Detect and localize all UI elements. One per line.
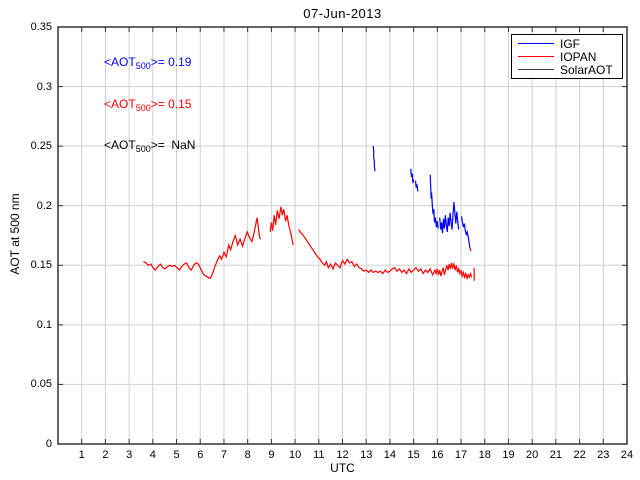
chart-title: 07-Jun-2013 <box>303 6 382 21</box>
mean-annotation-igf: <AOT500>= 0.19 <box>104 55 191 71</box>
legend-item-solaraot: SolarAOT <box>518 63 618 76</box>
x-tick-label: 6 <box>197 449 204 461</box>
x-tick-label: 4 <box>149 449 156 461</box>
x-tick-label: 21 <box>549 449 562 461</box>
legend-item-iopan: IOPAN <box>518 50 618 63</box>
series-line-igf <box>414 180 419 192</box>
mean-annotation-solaraot: <AOT500>= NaN <box>104 138 195 154</box>
legend-line-sample-solaraot <box>518 69 554 70</box>
annotation-value: >= 0.19 <box>150 55 192 69</box>
x-tick-label: 9 <box>268 449 275 461</box>
series-line-iopan <box>469 248 472 252</box>
legend: IGF IOPAN SolarAOT <box>511 34 623 79</box>
x-tick-label: 19 <box>502 449 515 461</box>
y-tick-label: 0.05 <box>30 378 52 391</box>
mean-annotation-iopan: <AOT500>= 0.15 <box>104 97 191 113</box>
x-tick-label: 17 <box>454 449 468 461</box>
series-line-iopan <box>298 229 473 281</box>
series-line-igf <box>429 174 439 229</box>
series-line-iopan <box>143 217 262 280</box>
y-tick-label: 0.2 <box>36 199 52 212</box>
annotation-text: <AOT <box>104 55 136 69</box>
x-tick-label: 15 <box>407 449 420 461</box>
x-tick-label: 10 <box>288 449 302 461</box>
x-tick-label: 3 <box>126 449 133 461</box>
y-tick-label: 0 <box>45 438 52 450</box>
annotation-text: <AOT <box>104 138 136 152</box>
y-axis-label: AOT at 500 nm <box>8 193 22 275</box>
x-tick-label: 13 <box>360 449 373 461</box>
x-tick-label: 18 <box>478 449 491 461</box>
x-tick-label: 7 <box>220 449 228 461</box>
x-tick-label: 16 <box>431 449 444 461</box>
x-tick-label: 14 <box>383 449 397 461</box>
series-line-iopan <box>269 206 294 246</box>
series-line-igf <box>372 146 376 172</box>
x-tick-label: 2 <box>102 449 109 461</box>
y-tick-label: 0.15 <box>30 259 52 272</box>
x-tick-label: 23 <box>597 449 610 461</box>
series-line-igf <box>439 202 460 234</box>
annotation-subscript: 500 <box>135 61 151 71</box>
legend-line-sample-iopan <box>518 56 554 57</box>
x-axis-label: UTC <box>330 461 355 475</box>
x-tick-label: 5 <box>173 449 180 461</box>
x-tick-label: 8 <box>244 449 251 461</box>
legend-label: SolarAOT <box>560 62 613 77</box>
legend-line-sample-igf <box>518 43 554 44</box>
y-tick-label: 0.35 <box>30 21 52 33</box>
legend-label: IOPAN <box>560 49 597 64</box>
y-tick-label: 0.25 <box>30 140 52 153</box>
annotation-text: <AOT <box>104 97 136 111</box>
series-line-igf <box>410 168 415 184</box>
legend-item-igf: IGF <box>518 37 618 50</box>
y-tick-label: 0.3 <box>36 80 52 93</box>
x-tick-label: 22 <box>573 449 586 461</box>
x-tick-label: 12 <box>336 449 349 461</box>
annotation-value: >= NaN <box>150 138 196 152</box>
x-tick-label: 24 <box>620 449 634 461</box>
x-tick-label: 20 <box>526 449 539 461</box>
series-line-igf <box>460 216 471 249</box>
legend-label: IGF <box>560 36 580 51</box>
y-tick-label: 0.1 <box>36 318 52 331</box>
annotation-subscript: 500 <box>135 144 151 154</box>
x-tick-label: 1 <box>78 449 85 461</box>
annotation-subscript: 500 <box>135 103 151 113</box>
x-tick-label: 11 <box>313 449 325 461</box>
axes-frame <box>57 26 628 445</box>
annotation-value: >= 0.15 <box>150 97 192 111</box>
